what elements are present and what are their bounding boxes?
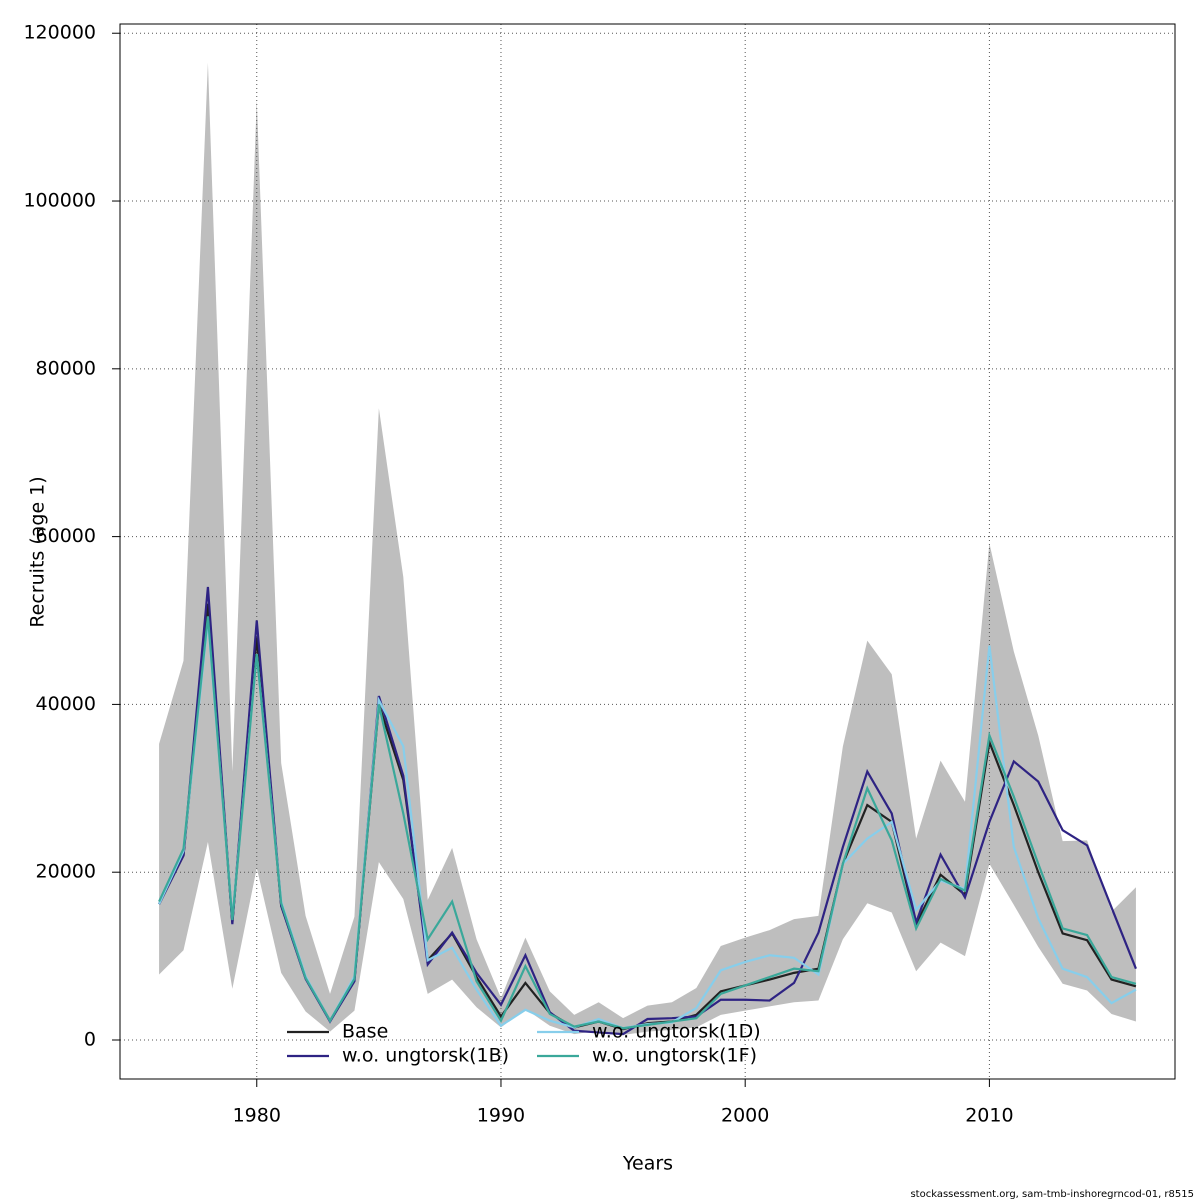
legend-label: w.o. ungtorsk(1F)	[592, 1045, 757, 1067]
plot-frame	[119, 23, 1176, 1080]
y-tick-label: 0	[84, 1028, 96, 1050]
x-tick-label: 2000	[721, 1105, 769, 1127]
footnote: stockassessment.org, sam-tmb-inshoregrnc…	[910, 1189, 1194, 1200]
series-line	[158, 616, 1137, 1030]
y-tick-label: 120000	[23, 22, 96, 44]
legend-label: w.o. ungtorsk(1D)	[592, 1021, 761, 1043]
y-tick-label: 80000	[36, 357, 96, 379]
y-axis-label: Recruits (age 1)	[27, 476, 49, 627]
legend-label: w.o. ungtorsk(1B)	[342, 1045, 509, 1067]
y-tick-label: 100000	[23, 190, 96, 212]
confidence-band	[159, 62, 1136, 1035]
x-tick-label: 2010	[965, 1105, 1013, 1127]
x-tick-label: 1980	[233, 1105, 281, 1127]
y-tick-label: 20000	[36, 861, 96, 883]
legend-label: Base	[342, 1021, 388, 1043]
x-tick-label: 1990	[477, 1105, 525, 1127]
x-axis-label: Years	[622, 1153, 673, 1175]
y-tick-label: 40000	[36, 693, 96, 715]
y-tick-label: 60000	[36, 525, 96, 547]
